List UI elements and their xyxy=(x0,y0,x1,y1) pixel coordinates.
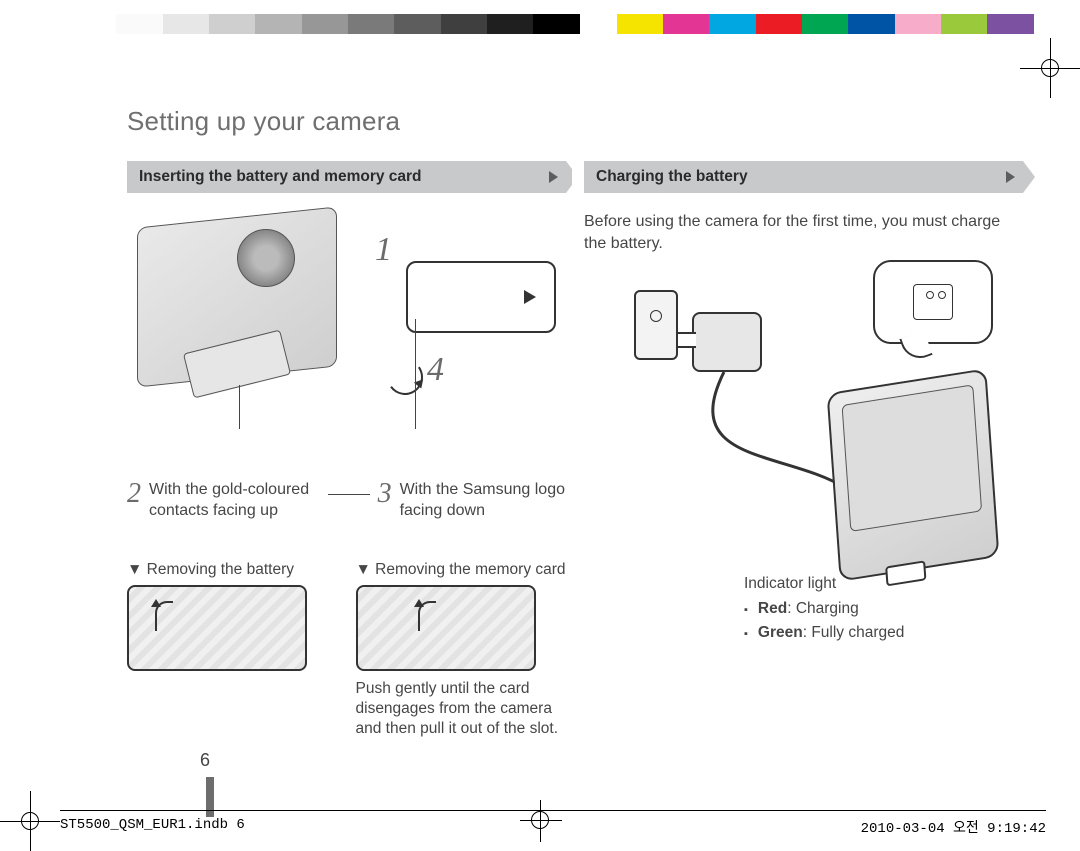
indicator-red-text: : Charging xyxy=(787,600,859,617)
step-number-2: 2 xyxy=(127,480,141,508)
step-2: 2 With the gold-coloured contacts facing… xyxy=(127,480,320,521)
remove-battery-header: Removing the battery xyxy=(127,561,338,579)
indicator-red: Red: Charging xyxy=(744,597,1023,620)
indicator-green: Green: Fully charged xyxy=(744,621,1023,644)
crop-mark-icon xyxy=(1020,38,1080,98)
remove-battery: Removing the battery xyxy=(127,561,338,739)
camera-charging-illustration xyxy=(827,368,1000,582)
chevron-right-icon xyxy=(549,171,558,183)
footer-filename: ST5500_QSM_EUR1.indb 6 xyxy=(60,817,245,837)
figure-charge xyxy=(584,260,1023,590)
step-text-2: With the gold-coloured contacts facing u… xyxy=(149,480,320,521)
inset-switch-illustration xyxy=(406,261,556,333)
col-charge: Charging the battery Before using the ca… xyxy=(584,161,1023,739)
step-3: 3 With the Samsung logo facing down xyxy=(378,480,566,521)
section-header-insert: Inserting the battery and memory card xyxy=(127,161,566,193)
charge-intro: Before using the camera for the first ti… xyxy=(584,211,1023,254)
rotate-arrow-icon xyxy=(384,356,426,398)
figure-insert: 1 4 2 With the gold-coloured contacts fa… xyxy=(127,211,566,521)
section-header-label: Charging the battery xyxy=(596,168,748,185)
remove-card-header: Removing the memory card xyxy=(356,561,567,579)
page-content: Setting up your camera Inserting the bat… xyxy=(127,106,1023,739)
col-insert: Inserting the battery and memory card 1 … xyxy=(127,161,566,739)
step-number-4: 4 xyxy=(427,351,444,389)
usb-port-illustration xyxy=(885,561,926,587)
chevron-right-icon xyxy=(1006,171,1015,183)
step-text-3: With the Samsung logo facing down xyxy=(400,480,566,521)
camera-lens-illustration xyxy=(237,229,295,287)
section-header-label: Inserting the battery and memory card xyxy=(139,168,422,185)
callout-line xyxy=(415,319,416,429)
remove-battery-illustration xyxy=(127,585,307,671)
remove-card-illustration xyxy=(356,585,536,671)
step-number-3: 3 xyxy=(378,480,392,508)
callout-line xyxy=(239,385,240,429)
charger-illustration xyxy=(692,312,762,372)
page-title: Setting up your camera xyxy=(127,106,1023,137)
plug-callout-illustration xyxy=(873,260,993,344)
calibration-colorbar xyxy=(70,14,1080,34)
indicator-green-label: Green xyxy=(758,624,803,641)
crop-mark-icon xyxy=(0,791,60,851)
indicator-green-text: : Fully charged xyxy=(803,624,905,641)
remove-card: Removing the memory card Push gently unt… xyxy=(356,561,567,739)
page-number: 6 xyxy=(200,750,210,771)
print-footer: ST5500_QSM_EUR1.indb 6 2010-03-04 오전 9:1… xyxy=(60,810,1046,837)
connector-line xyxy=(328,494,369,495)
indicator-red-label: Red xyxy=(758,600,787,617)
remove-card-note: Push gently until the card disengages fr… xyxy=(356,679,566,739)
footer-timestamp: 2010-03-04 오전 9:19:42 xyxy=(861,817,1046,837)
step-number-1: 1 xyxy=(375,231,392,269)
section-header-charge: Charging the battery xyxy=(584,161,1023,193)
wall-outlet-illustration xyxy=(634,290,678,360)
